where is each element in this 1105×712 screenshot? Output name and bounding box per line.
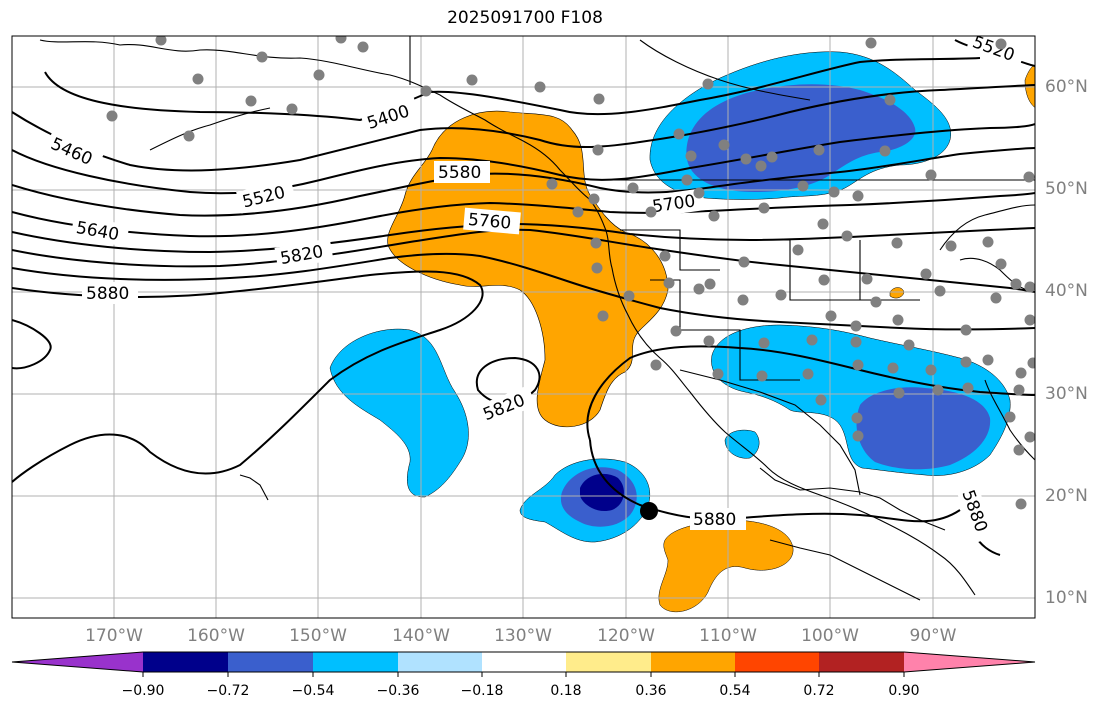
lon-label-130w: 130°W (494, 626, 552, 646)
contour-5520 (12, 123, 1035, 195)
contour-label-5880: 5880 (86, 284, 129, 304)
map-title: 2025091700 F108 (447, 8, 603, 28)
colorbar-tick-label: −0.72 (206, 683, 250, 699)
contour-label-5580: 5580 (438, 163, 481, 183)
graticule (12, 36, 1035, 618)
contour-closed-west (12, 319, 52, 370)
coastlines (39, 36, 1035, 601)
colorbar-tick-label: 0.54 (719, 683, 751, 699)
blue-anomaly-south-core (856, 387, 991, 470)
blue-anomaly-tropical-core (580, 473, 624, 512)
colorbar-tick-label: −0.36 (376, 683, 420, 699)
contour-5880 (12, 270, 484, 483)
contour-5700 (12, 222, 1035, 254)
contour-5460 (12, 84, 1035, 172)
colorbar-tick-label: 0.72 (803, 683, 835, 699)
blue-anomaly-gulf (724, 429, 760, 459)
lat-label-20n: 20°N (1045, 486, 1088, 506)
lon-label-100w: 100°W (801, 626, 859, 646)
lon-label-170w: 170°W (85, 626, 143, 646)
colorbar-tick-label: −0.54 (291, 683, 335, 699)
colorbar (11, 651, 1036, 677)
lon-label-90w: 90°W (909, 626, 957, 646)
lat-label-40n: 40°N (1045, 281, 1088, 301)
colorbar-extend-high (904, 652, 1035, 672)
colorbar-tick-label: 0.18 (550, 683, 582, 699)
contour-label-5880-south: 5880 (693, 510, 736, 530)
lat-label-50n: 50°N (1045, 179, 1088, 199)
blue-anomaly-pacific (329, 328, 469, 498)
lat-label-10n: 10°N (1045, 588, 1088, 608)
map-frame (11, 35, 1036, 619)
lon-label-140w: 140°W (392, 626, 450, 646)
colorbar-tick-label: −0.18 (460, 683, 504, 699)
colorbar-extend-low (12, 652, 143, 672)
colorbar-tick-label: −0.90 (121, 683, 165, 699)
lon-label-120w: 120°W (597, 626, 655, 646)
colorbar-tick-label: 0.36 (635, 683, 667, 699)
orange-anomaly-edge (1024, 64, 1035, 108)
contour-5760 (12, 228, 1035, 293)
lon-label-110w: 110°W (699, 626, 757, 646)
cyclone-center-marker (640, 502, 658, 520)
blue-anomaly-north-core (686, 84, 916, 192)
lon-label-160w: 160°W (187, 626, 245, 646)
contour-label-5760: 5760 (467, 210, 512, 234)
contour-5820 (12, 252, 1035, 331)
station-markers (106, 36, 1035, 510)
contour-5400 (44, 57, 981, 122)
colorbar-tick-label: 0.90 (888, 683, 920, 699)
lat-label-30n: 30°N (1045, 384, 1088, 404)
lon-label-150w: 150°W (289, 626, 347, 646)
contour-5580 (12, 147, 1035, 217)
lat-label-60n: 60°N (1045, 77, 1088, 97)
